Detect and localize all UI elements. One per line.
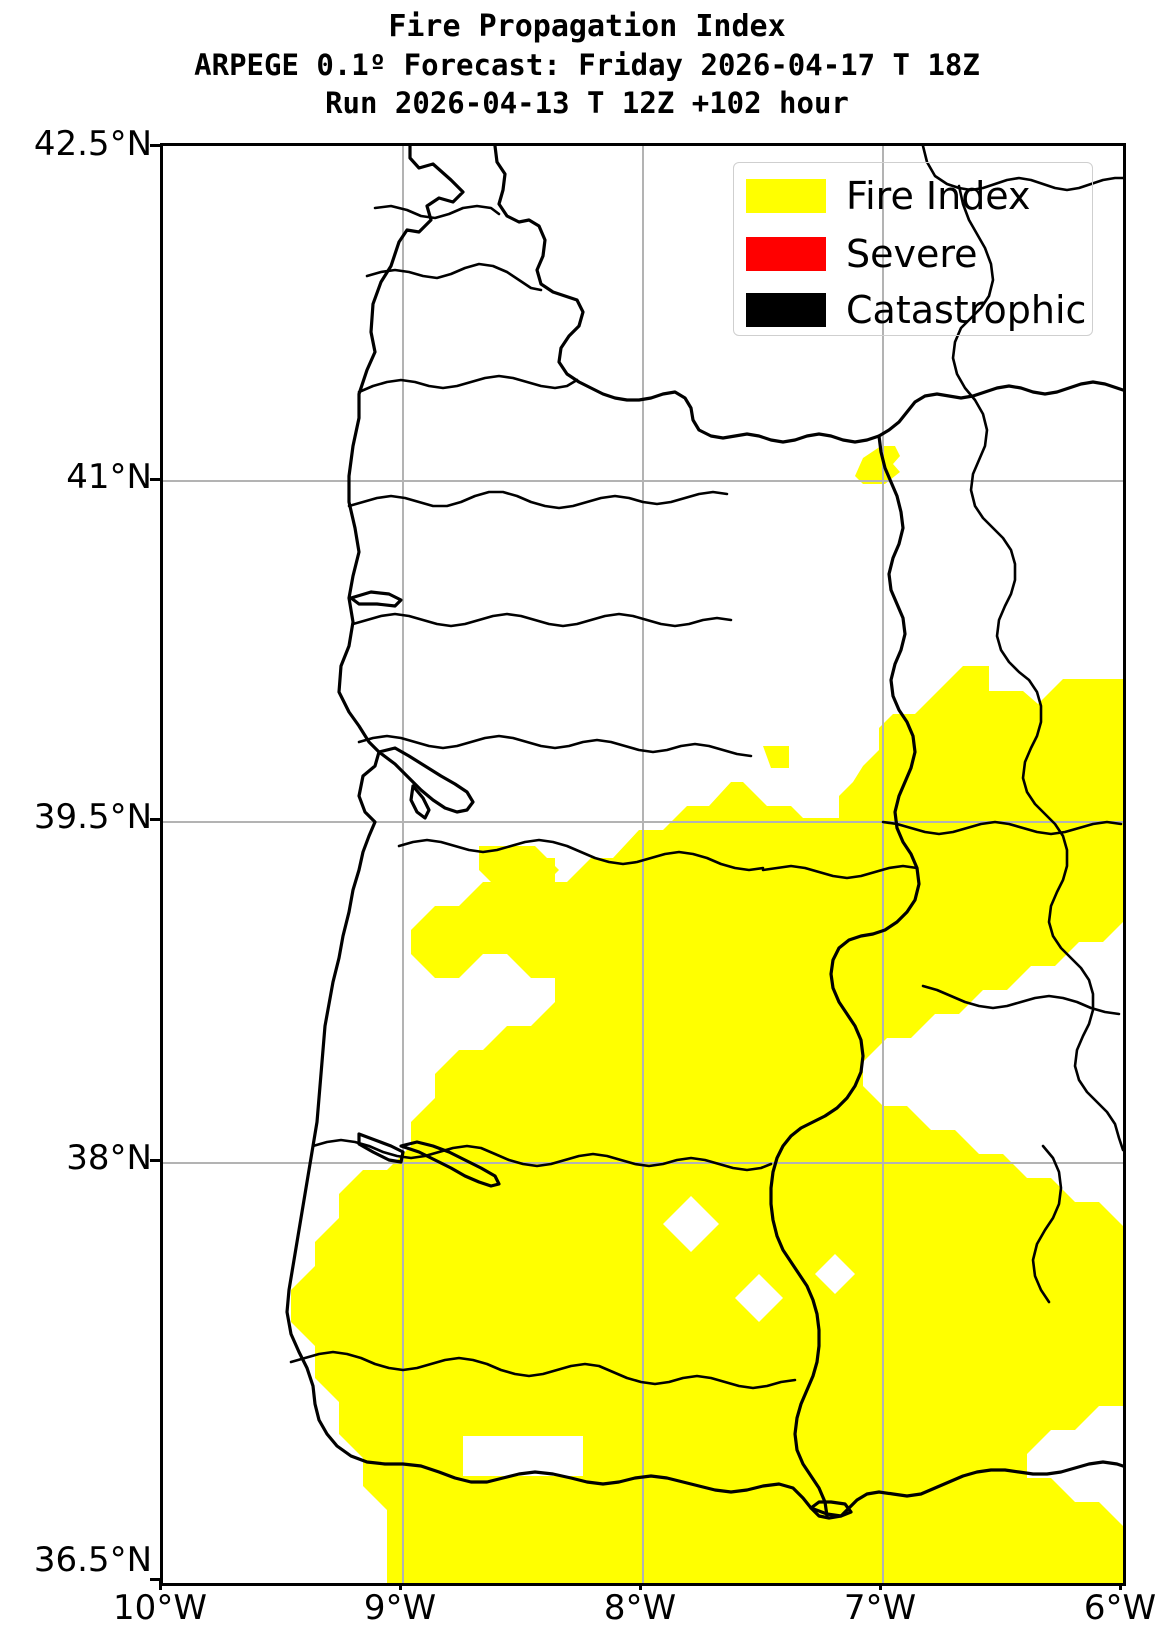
run-subtitle: Run 2026-04-13 T 12Z +102 hour bbox=[325, 86, 849, 120]
x-tick-label-8w: 8°W bbox=[603, 1588, 677, 1628]
y-tick-label-41: 41°N bbox=[66, 457, 152, 497]
map-plot-area: Fire Index Severe Catastrophic bbox=[160, 143, 1126, 1586]
page-title: Fire Propagation Index bbox=[388, 9, 786, 44]
x-tick-label-10w: 10°W bbox=[113, 1588, 207, 1628]
legend-swatch-fire-index bbox=[746, 179, 826, 213]
y-tickmark-36-5 bbox=[150, 1578, 160, 1581]
map-svg bbox=[163, 146, 1123, 1583]
map-legend[interactable]: Fire Index Severe Catastrophic bbox=[733, 162, 1093, 336]
legend-row-catastrophic[interactable]: Catastrophic bbox=[746, 281, 1087, 339]
legend-label-fire-index: Fire Index bbox=[846, 174, 1031, 218]
map-gridlines bbox=[163, 146, 1123, 1583]
y-tickmark-41 bbox=[150, 478, 160, 481]
x-tick-label-6w: 6°W bbox=[1083, 1588, 1157, 1628]
legend-label-catastrophic: Catastrophic bbox=[846, 288, 1087, 332]
legend-swatch-severe bbox=[746, 237, 826, 271]
map-canvas: Fire Index Severe Catastrophic bbox=[163, 146, 1123, 1583]
y-tick-label-38: 38°N bbox=[66, 1138, 152, 1178]
legend-row-fire-index[interactable]: Fire Index bbox=[746, 167, 1084, 225]
y-tick-label-42-5: 42.5°N bbox=[33, 124, 152, 164]
title-block: Fire Propagation Index ARPEGE 0.1º Forec… bbox=[0, 8, 1174, 122]
legend-label-severe: Severe bbox=[846, 232, 978, 276]
map-coastlines-and-borders bbox=[285, 146, 1123, 1520]
x-tick-label-9w: 9°W bbox=[363, 1588, 437, 1628]
y-tick-label-39-5: 39.5°N bbox=[33, 797, 152, 837]
fire-index-contour-holes bbox=[463, 1196, 855, 1476]
x-tick-label-7w: 7°W bbox=[843, 1588, 917, 1628]
fire-index-contour-fill bbox=[291, 446, 1123, 1583]
y-tickmark-38 bbox=[150, 1159, 160, 1162]
y-tickmark-42-5 bbox=[150, 144, 160, 147]
forecast-subtitle: ARPEGE 0.1º Forecast: Friday 2026-04-17 … bbox=[194, 48, 980, 82]
y-tick-label-36-5: 36.5°N bbox=[33, 1540, 152, 1580]
legend-row-severe[interactable]: Severe bbox=[746, 225, 1084, 283]
y-tickmark-39-5 bbox=[150, 818, 160, 821]
legend-swatch-catastrophic bbox=[746, 293, 826, 327]
